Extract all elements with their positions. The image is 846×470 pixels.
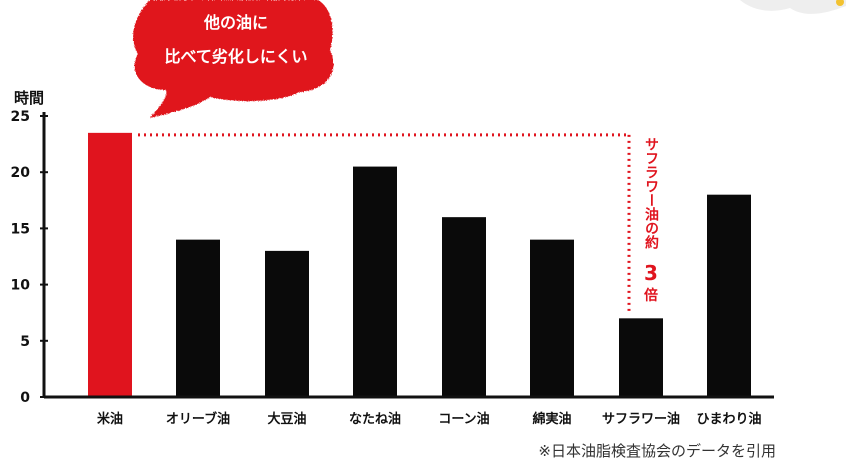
annotation-text: サフラワー油の約	[643, 137, 659, 250]
bar-6	[619, 318, 663, 397]
source-note: ※日本油脂検査協会のデータを引用	[538, 442, 776, 460]
x-tick-label: 綿実油	[532, 411, 571, 427]
x-tick-label: サフラワー油	[602, 411, 680, 427]
callout-line-2: 比べて劣化しにくい	[164, 47, 307, 66]
y-tick-label: 10	[11, 278, 31, 294]
bar-7	[707, 194, 751, 397]
speech-bubble-shape	[133, 0, 334, 118]
bar-4	[442, 217, 486, 397]
bar-3	[353, 166, 397, 397]
bar-1	[176, 239, 220, 397]
speech-bubble: 他の油に 比べて劣化しにくい	[133, 0, 334, 118]
y-tick-label: 5	[20, 334, 30, 350]
y-axis-ticks: 0 5 10 15 20 25	[11, 109, 48, 406]
bar-0	[88, 132, 132, 398]
x-tick-label: オリーブ油	[166, 411, 230, 427]
x-tick-label: ひまわり油	[696, 411, 761, 427]
decorative-corner	[740, 0, 846, 14]
bar-2	[265, 250, 309, 397]
x-tick-label: コーン油	[438, 411, 489, 427]
y-tick-label: 25	[11, 109, 30, 125]
x-tick-label: なたね油	[349, 411, 401, 427]
annotation: サフラワー油の約 3 倍	[643, 137, 659, 304]
callout-line-1: 他の油に	[203, 13, 268, 32]
x-axis-labels: 米油 オリーブ油 大豆油 なたね油 コーン油 綿実油 サフラワー油 ひまわり油	[97, 411, 762, 427]
reference-line	[138, 133, 631, 313]
x-tick-label: 大豆油	[267, 411, 306, 427]
y-tick-label: 0	[20, 390, 30, 406]
bars	[88, 132, 751, 398]
annotation-number: 3	[644, 261, 658, 285]
y-axis-label: 時間	[14, 89, 44, 107]
y-tick-label: 20	[11, 165, 31, 181]
x-tick-label: 米油	[97, 411, 123, 427]
bar-5	[530, 239, 574, 397]
y-tick-label: 15	[11, 221, 30, 237]
annotation-suffix: 倍	[644, 287, 658, 304]
